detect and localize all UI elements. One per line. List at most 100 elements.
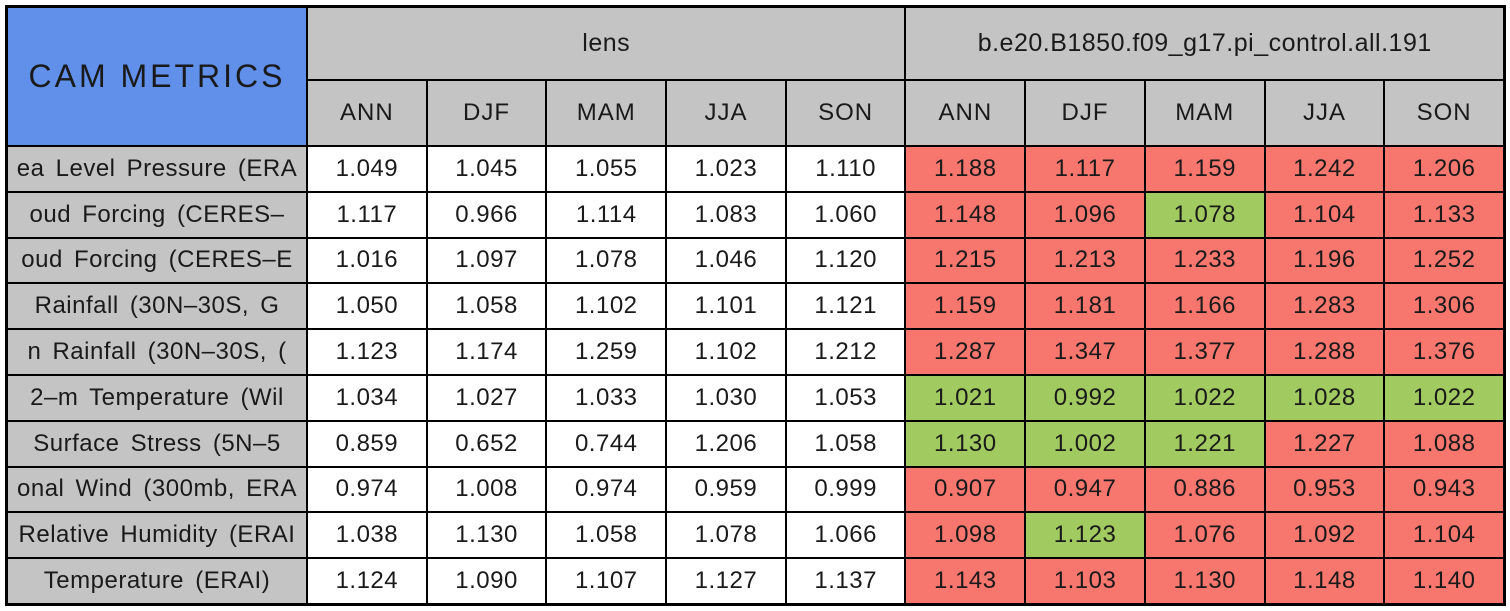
metric-value-control: 1.188 xyxy=(906,147,1025,191)
metric-value-control: 1.078 xyxy=(1145,192,1264,237)
row-label: ea Level Pressure (ERA xyxy=(8,147,306,191)
metric-value-lens: 1.114 xyxy=(547,192,666,237)
metric-value-lens: 1.206 xyxy=(667,421,785,466)
metric-value-control: 1.104 xyxy=(1265,192,1384,237)
metric-value-control: 1.103 xyxy=(1026,559,1144,603)
metrics-table: CAM METRICS lens b.e20.B1850.f09_g17.pi_co… xyxy=(5,5,1506,606)
metric-value-control: 1.242 xyxy=(1265,147,1384,191)
metric-value-control: 1.196 xyxy=(1265,238,1384,283)
metric-value-lens: 1.060 xyxy=(786,192,905,237)
table-corner-title: CAM METRICS xyxy=(8,8,306,145)
metric-value-control: 1.143 xyxy=(906,559,1025,603)
row-label: Surface Stress (5N–5 xyxy=(8,421,306,466)
metric-value-lens: 1.045 xyxy=(427,147,546,191)
metric-value-lens: 1.078 xyxy=(547,238,666,283)
metric-value-lens: 1.102 xyxy=(667,330,785,374)
metric-value-control: 1.377 xyxy=(1145,330,1264,374)
metric-value-lens: 1.027 xyxy=(427,375,546,420)
metric-value-control: 1.088 xyxy=(1385,421,1503,466)
metric-value-lens: 0.974 xyxy=(547,467,666,512)
metric-value-control: 1.166 xyxy=(1145,284,1264,329)
metric-value-lens: 1.174 xyxy=(427,330,546,374)
metric-value-control: 0.992 xyxy=(1026,375,1144,420)
row-label: Rainfall (30N–30S, G xyxy=(8,284,306,329)
metric-value-control: 1.028 xyxy=(1265,375,1384,420)
metric-value-control: 1.022 xyxy=(1145,375,1264,420)
metric-value-control: 1.022 xyxy=(1385,375,1503,420)
metric-value-lens: 1.023 xyxy=(667,147,785,191)
metric-value-lens: 1.102 xyxy=(547,284,666,329)
metric-value-control: 1.130 xyxy=(1145,559,1264,603)
metric-value-control: 1.252 xyxy=(1385,238,1503,283)
metric-value-lens: 1.050 xyxy=(308,284,426,329)
metric-value-control: 1.159 xyxy=(906,284,1025,329)
metric-value-lens: 1.049 xyxy=(308,147,426,191)
metric-value-control: 1.130 xyxy=(906,421,1025,466)
season-header-control-djf: DJF xyxy=(1026,81,1144,145)
metric-value-control: 1.148 xyxy=(906,192,1025,237)
metric-value-lens: 1.124 xyxy=(308,559,426,603)
metric-value-lens: 1.259 xyxy=(547,330,666,374)
metric-value-lens: 1.130 xyxy=(427,513,546,558)
metric-value-lens: 1.097 xyxy=(427,238,546,283)
season-header-control-ann: ANN xyxy=(906,81,1025,145)
row-label: n Rainfall (30N–30S, ( xyxy=(8,330,306,374)
metric-value-lens: 1.016 xyxy=(308,238,426,283)
metric-value-lens: 0.999 xyxy=(786,467,905,512)
metric-value-control: 0.943 xyxy=(1385,467,1503,512)
metric-value-control: 0.886 xyxy=(1145,467,1264,512)
season-header-lens-mam: MAM xyxy=(547,81,666,145)
group-header-lens: lens xyxy=(308,8,905,79)
metric-value-lens: 1.033 xyxy=(547,375,666,420)
metric-value-control: 1.283 xyxy=(1265,284,1384,329)
metric-value-control: 1.002 xyxy=(1026,421,1144,466)
metric-value-lens: 1.137 xyxy=(786,559,905,603)
metric-value-control: 1.117 xyxy=(1026,147,1144,191)
metric-value-lens: 1.110 xyxy=(786,147,905,191)
metric-value-lens: 0.966 xyxy=(427,192,546,237)
metric-value-lens: 1.055 xyxy=(547,147,666,191)
row-label: Temperature (ERAI) xyxy=(8,559,306,603)
row-label: oud Forcing (CERES–E xyxy=(8,238,306,283)
row-label: 2–m Temperature (Wil xyxy=(8,375,306,420)
metric-value-control: 1.159 xyxy=(1145,147,1264,191)
metric-value-lens: 0.974 xyxy=(308,467,426,512)
group-header-control-run: b.e20.B1850.f09_g17.pi_control.all.191 xyxy=(906,8,1503,79)
metric-value-lens: 0.744 xyxy=(547,421,666,466)
row-label: Relative Humidity (ERAI xyxy=(8,513,306,558)
metric-value-lens: 1.034 xyxy=(308,375,426,420)
metric-value-lens: 1.120 xyxy=(786,238,905,283)
season-header-control-son: SON xyxy=(1385,81,1503,145)
metric-value-lens: 0.959 xyxy=(667,467,785,512)
metric-value-lens: 1.058 xyxy=(786,421,905,466)
metric-value-control: 1.181 xyxy=(1026,284,1144,329)
metric-value-lens: 1.212 xyxy=(786,330,905,374)
metric-value-control: 1.133 xyxy=(1385,192,1503,237)
metric-value-control: 1.123 xyxy=(1026,513,1144,558)
metric-value-control: 1.148 xyxy=(1265,559,1384,603)
metric-value-control: 1.098 xyxy=(906,513,1025,558)
metric-value-lens: 1.058 xyxy=(547,513,666,558)
row-label: onal Wind (300mb, ERA xyxy=(8,467,306,512)
metric-value-control: 0.947 xyxy=(1026,467,1144,512)
metric-value-lens: 1.066 xyxy=(786,513,905,558)
metric-value-lens: 1.090 xyxy=(427,559,546,603)
metric-value-control: 1.104 xyxy=(1385,513,1503,558)
season-header-lens-jja: JJA xyxy=(667,81,785,145)
metric-value-control: 1.233 xyxy=(1145,238,1264,283)
season-header-lens-ann: ANN xyxy=(308,81,426,145)
metric-value-control: 1.215 xyxy=(906,238,1025,283)
metric-value-lens: 1.127 xyxy=(667,559,785,603)
season-header-lens-djf: DJF xyxy=(427,81,546,145)
metric-value-lens: 1.078 xyxy=(667,513,785,558)
metric-value-control: 1.347 xyxy=(1026,330,1144,374)
metric-value-control: 1.206 xyxy=(1385,147,1503,191)
metric-value-control: 1.213 xyxy=(1026,238,1144,283)
metric-value-control: 1.288 xyxy=(1265,330,1384,374)
metric-value-lens: 1.083 xyxy=(667,192,785,237)
metric-value-lens: 1.038 xyxy=(308,513,426,558)
metric-value-lens: 1.117 xyxy=(308,192,426,237)
metric-value-lens: 1.053 xyxy=(786,375,905,420)
metric-value-control: 1.076 xyxy=(1145,513,1264,558)
